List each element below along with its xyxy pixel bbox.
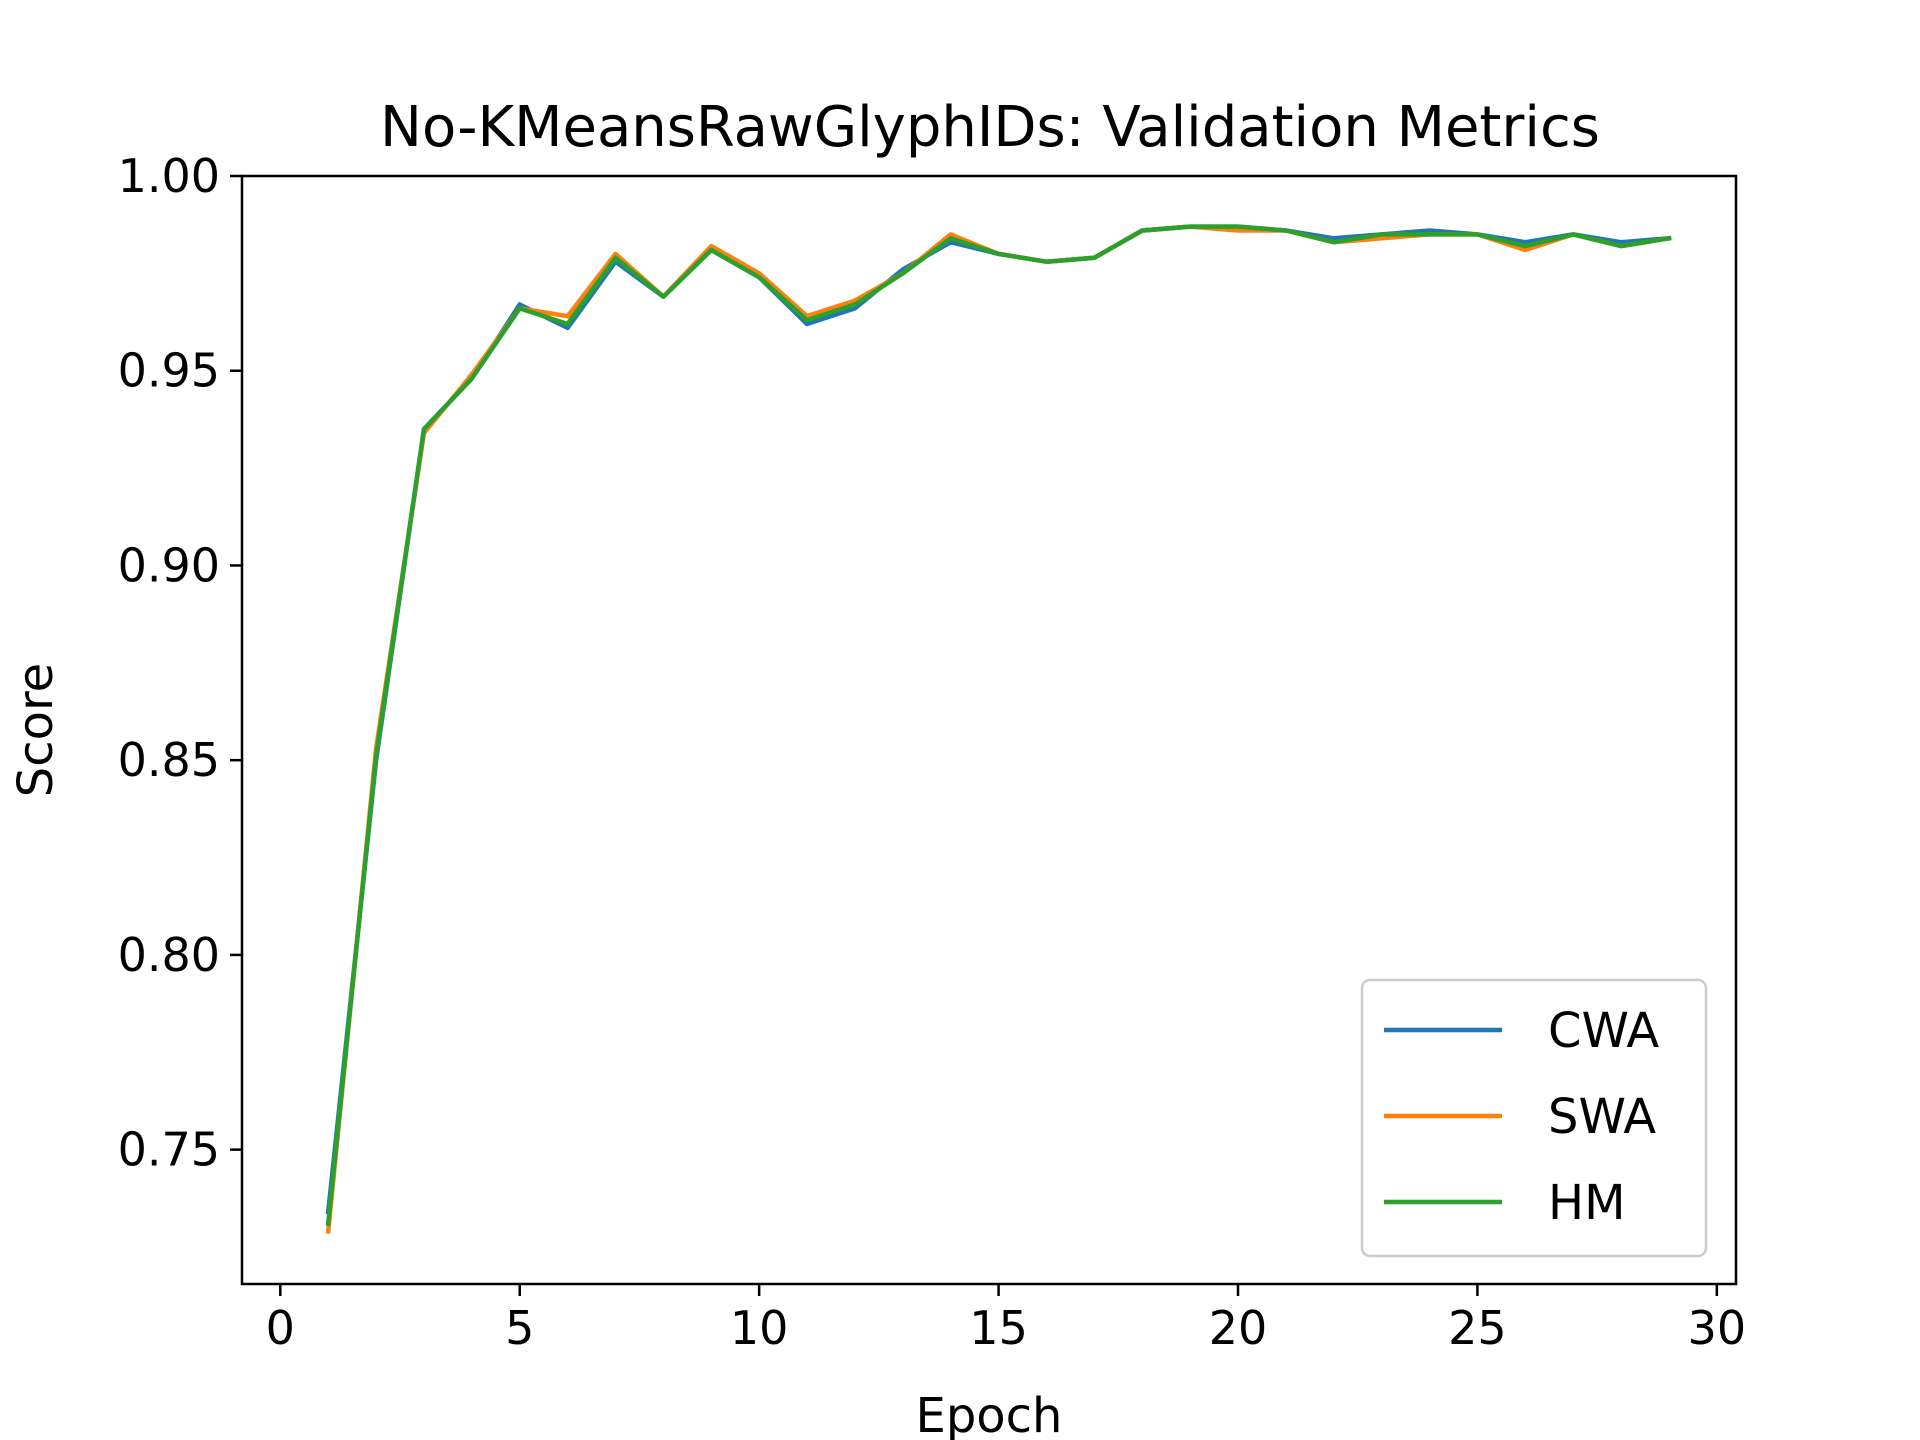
y-tick-label: 0.95	[118, 344, 220, 398]
y-tick-label: 0.75	[118, 1123, 220, 1177]
plot-frame	[240, 174, 1738, 1286]
series-line-hm	[325, 224, 1672, 1227]
legend: CWA SWA HM	[1360, 978, 1708, 1258]
x-tick-label: 5	[505, 1301, 534, 1355]
x-axis-label: Epoch	[916, 1388, 1063, 1440]
y-tick-label: 1.00	[118, 149, 220, 203]
plot-lines	[325, 224, 1672, 1234]
x-tick-label: 30	[1688, 1301, 1747, 1355]
legend-label-swa: SWA	[1548, 1089, 1656, 1145]
legend-label-cwa: CWA	[1548, 1003, 1659, 1059]
x-tick-label: 20	[1209, 1301, 1268, 1355]
x-tick-label: 10	[730, 1301, 789, 1355]
y-axis-label: Score	[8, 663, 64, 797]
y-tick-label: 0.85	[118, 733, 220, 787]
y-axis-ticks: 0.75 0.80 0.85 0.90 0.95 1.00	[118, 149, 242, 1177]
x-tick-label: 25	[1448, 1301, 1507, 1355]
x-tick-label: 0	[266, 1301, 295, 1355]
y-tick-label: 0.90	[118, 538, 220, 592]
chart-title: No-KMeansRawGlyphIDs: Validation Metrics	[380, 95, 1600, 160]
legend-box	[1360, 978, 1708, 1258]
x-tick-label: 15	[969, 1301, 1028, 1355]
legend-entries: CWA SWA HM	[1384, 1003, 1659, 1231]
legend-label-hm: HM	[1548, 1175, 1626, 1231]
x-axis-ticks: 0 5 10 15 20 25 30	[266, 1284, 1746, 1355]
y-tick-label: 0.80	[118, 928, 220, 982]
